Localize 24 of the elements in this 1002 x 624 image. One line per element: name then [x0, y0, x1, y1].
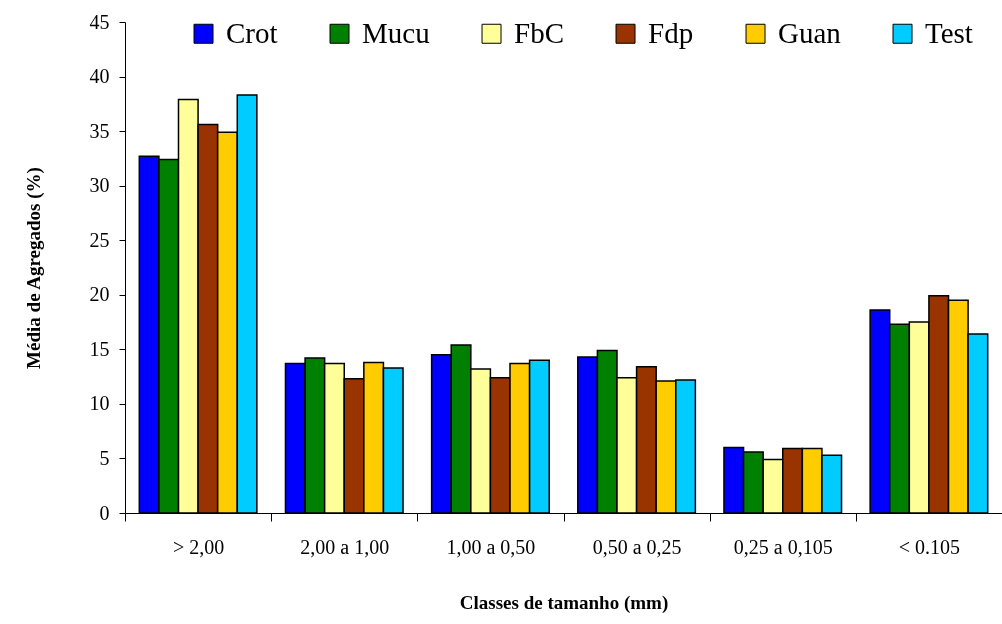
legend-label: Crot — [226, 16, 278, 49]
y-tick-label: 40 — [89, 65, 110, 88]
x-tick-label: 0,50 a 0,25 — [592, 535, 682, 558]
legend-label: Guan — [778, 16, 842, 49]
y-tick-label: 35 — [89, 119, 110, 142]
x-tick-label: > 2,00 — [172, 535, 225, 558]
x-tick-label: 1,00 a 0,50 — [446, 535, 536, 558]
y-tick-label: 0 — [99, 501, 110, 524]
y-tick-label: 45 — [89, 10, 110, 33]
legend-label: Test — [925, 16, 973, 49]
x-axis-title: Classes de tamanho (mm) — [459, 591, 669, 614]
y-tick-label: 15 — [89, 337, 110, 360]
legend-label: Mucu — [362, 16, 430, 49]
y-tick-label: 20 — [89, 283, 110, 306]
x-tick-label: 0,25 a 0,105 — [733, 535, 833, 558]
y-axis-title: Média de Agregados (%) — [22, 167, 45, 369]
y-tick-label: 25 — [89, 228, 110, 251]
x-tick-label: < 0.105 — [898, 535, 961, 558]
legend-label: Fdp — [648, 16, 694, 49]
x-tick-label: 2,00 a 1,00 — [300, 535, 390, 558]
y-tick-label: 10 — [89, 392, 110, 415]
y-tick-label: 30 — [89, 174, 110, 197]
y-tick-label: 5 — [99, 446, 110, 469]
legend-label: FbC — [514, 16, 565, 49]
